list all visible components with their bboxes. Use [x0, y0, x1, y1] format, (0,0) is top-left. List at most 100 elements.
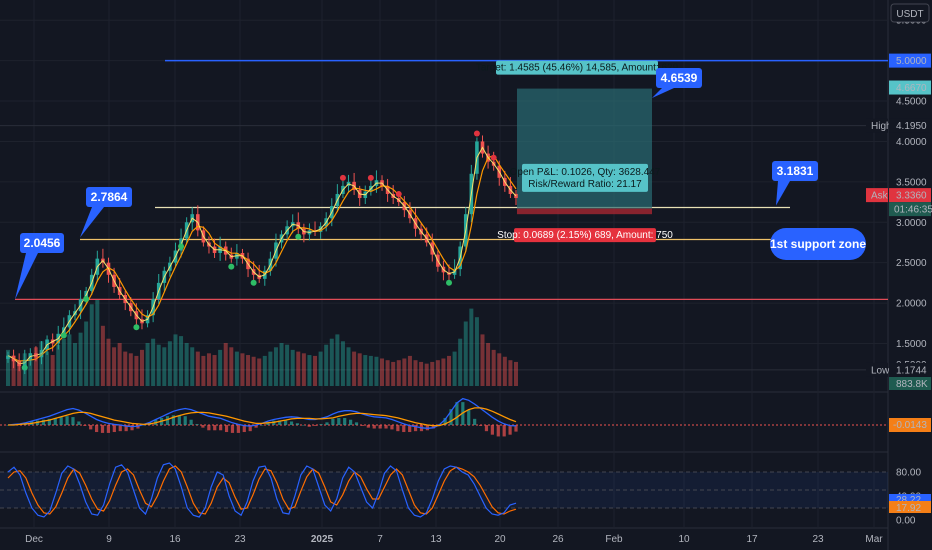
- macd-hist-15: [95, 425, 99, 433]
- volume-bar-9: [56, 344, 61, 386]
- macd-hist-82: [490, 425, 494, 435]
- macd-hist-76: [455, 402, 459, 425]
- macd-hist-56: [337, 417, 341, 425]
- candle-body-0: [6, 355, 10, 359]
- level-tag-4: Low: [871, 365, 890, 376]
- callouts: 2.0456 2.7864 4.6539 3.1831 1st support zone: [15, 68, 866, 300]
- volume-bar-47: [268, 351, 273, 386]
- macd-hist-6: [41, 419, 46, 425]
- volume-bar-54: [307, 355, 312, 386]
- time-tick-9: Feb: [605, 534, 623, 545]
- stoch-tick-2: 0.00: [896, 516, 916, 527]
- time-tick-5: 7: [377, 534, 383, 545]
- macd-hist-49: [295, 423, 300, 425]
- time-tick-0: Dec: [25, 534, 43, 545]
- macd-hist-78: [467, 410, 471, 425]
- volume-bar-61: [346, 347, 351, 386]
- time-tick-4: 2025: [311, 534, 334, 545]
- signal-dot-6: [250, 279, 257, 286]
- volume-bar-52: [296, 351, 301, 386]
- grid: [0, 0, 888, 528]
- price-tick-4: 3.5000: [896, 177, 927, 188]
- currency-badge[interactable]: USDT: [890, 3, 930, 23]
- volume-bar-26: [151, 338, 156, 386]
- volume-bar-15: [89, 304, 94, 386]
- signal-dot-7: [295, 233, 302, 240]
- signal-dot-11: [446, 279, 453, 286]
- currency-label: USDT: [896, 9, 923, 20]
- macd-hist-37: [224, 425, 229, 433]
- stoch-k-label: 28.22: [896, 495, 921, 506]
- volume-bar-32: [184, 343, 189, 386]
- moving-averages: [7, 130, 517, 371]
- macd-hist-21: [130, 425, 134, 431]
- macd-hist-51: [307, 425, 311, 427]
- volume-bar-33: [190, 347, 195, 386]
- volume-bar-35: [201, 355, 206, 386]
- macd-hist-62: [372, 425, 376, 429]
- macd-hist-42: [254, 425, 258, 428]
- time-tick-3: 23: [234, 534, 246, 545]
- level-price-3: 3.3360: [896, 191, 927, 202]
- macd-hist-80: [478, 425, 483, 426]
- rr-text: Risk/Reward Ratio: 21.17: [528, 179, 642, 190]
- volume-bar-62: [352, 351, 357, 386]
- position-zone[interactable]: Target: 1.4585 (45.46%) 14,585, Amount: …: [476, 60, 679, 243]
- signal-dot-9: [367, 174, 374, 181]
- volume-bar-69: [391, 361, 396, 386]
- macd-hist-68: [408, 425, 412, 433]
- level-price-4: 1.1744: [896, 365, 927, 376]
- signal-dot-2: [83, 295, 90, 302]
- level-sub-3: 01:46:35: [894, 205, 932, 216]
- macd-hist-75: [449, 409, 453, 425]
- volume-bar-36: [206, 353, 211, 386]
- volume-last-label: 883.8K: [896, 379, 928, 390]
- volume-bar-31: [179, 336, 184, 386]
- macd-hist-74: [443, 417, 447, 425]
- volume-bar-79: [447, 355, 452, 386]
- macd-hist-38: [230, 425, 235, 433]
- callout-label-1: 2.7864: [91, 190, 128, 204]
- price-axis[interactable]: 5.50005.00004.50004.00003.50003.00002.50…: [866, 16, 932, 527]
- macd-hist-86: [514, 425, 518, 432]
- volume-bar-89: [502, 356, 507, 386]
- macd-hist-43: [260, 425, 264, 426]
- macd-hist-46: [278, 420, 282, 425]
- volume-last-bg: [889, 377, 931, 390]
- volume-bar-16: [95, 300, 100, 386]
- macd-hist-35: [213, 425, 217, 431]
- volume-bar-63: [357, 353, 362, 386]
- volume-bar-8: [50, 355, 55, 386]
- signal-dot-3: [133, 324, 140, 331]
- callout-pointer-3: [776, 181, 790, 206]
- volume-bar-67: [380, 358, 385, 386]
- volume-bar-56: [318, 351, 323, 386]
- volume-pane: [6, 300, 518, 386]
- volume-bar-28: [162, 347, 167, 386]
- volume-bar-46: [262, 355, 267, 386]
- volume-bar-73: [413, 360, 418, 386]
- macd-hist-67: [402, 425, 406, 433]
- volume-bar-20: [117, 343, 122, 386]
- volume-bar-65: [368, 355, 373, 386]
- macd-hist-32: [195, 424, 199, 425]
- volume-bar-71: [402, 358, 407, 386]
- macd-last-label: -0.0143: [893, 420, 927, 431]
- macd-hist-55: [331, 418, 335, 425]
- ma-fast-line: [7, 146, 517, 365]
- macd-hist-23: [142, 425, 146, 426]
- macd-hist-31: [189, 419, 193, 425]
- macd-hist-47: [284, 420, 288, 425]
- volume-bar-74: [419, 361, 424, 386]
- macd-hist-13: [83, 425, 87, 426]
- macd-hist-12: [77, 421, 81, 425]
- macd-hist-64: [384, 425, 388, 429]
- pnl-box: [522, 163, 648, 192]
- time-axis[interactable]: Dec 9 16 23 2025 7 13 20 26 Feb 10 17 23 Mar: [25, 534, 883, 545]
- volume-bar-24: [139, 349, 144, 386]
- volume-bar-39: [223, 343, 228, 386]
- macd-pane: [0, 397, 888, 437]
- price-tick-3: 4.0000: [896, 137, 927, 148]
